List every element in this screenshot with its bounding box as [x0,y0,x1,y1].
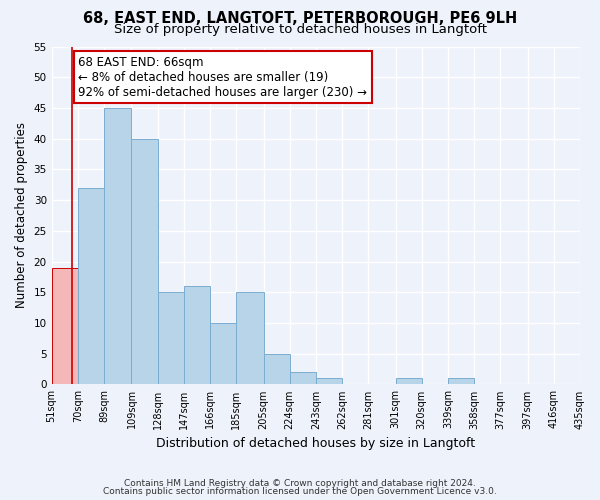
Y-axis label: Number of detached properties: Number of detached properties [15,122,28,308]
Text: 68 EAST END: 66sqm
← 8% of detached houses are smaller (19)
92% of semi-detached: 68 EAST END: 66sqm ← 8% of detached hous… [79,56,367,98]
Bar [395,378,422,384]
Bar [52,268,78,384]
Bar [316,378,342,384]
Text: Contains public sector information licensed under the Open Government Licence v3: Contains public sector information licen… [103,487,497,496]
Bar [158,292,184,384]
Text: Size of property relative to detached houses in Langtoft: Size of property relative to detached ho… [113,22,487,36]
Bar [448,378,474,384]
Text: Contains HM Land Registry data © Crown copyright and database right 2024.: Contains HM Land Registry data © Crown c… [124,478,476,488]
X-axis label: Distribution of detached houses by size in Langtoft: Distribution of detached houses by size … [156,437,475,450]
Bar [290,372,316,384]
Bar [210,323,236,384]
Bar [184,286,210,384]
Bar [131,138,158,384]
Bar [78,188,104,384]
Bar [236,292,263,384]
Bar [263,354,290,384]
Bar [104,108,131,384]
Text: 68, EAST END, LANGTOFT, PETERBOROUGH, PE6 9LH: 68, EAST END, LANGTOFT, PETERBOROUGH, PE… [83,11,517,26]
